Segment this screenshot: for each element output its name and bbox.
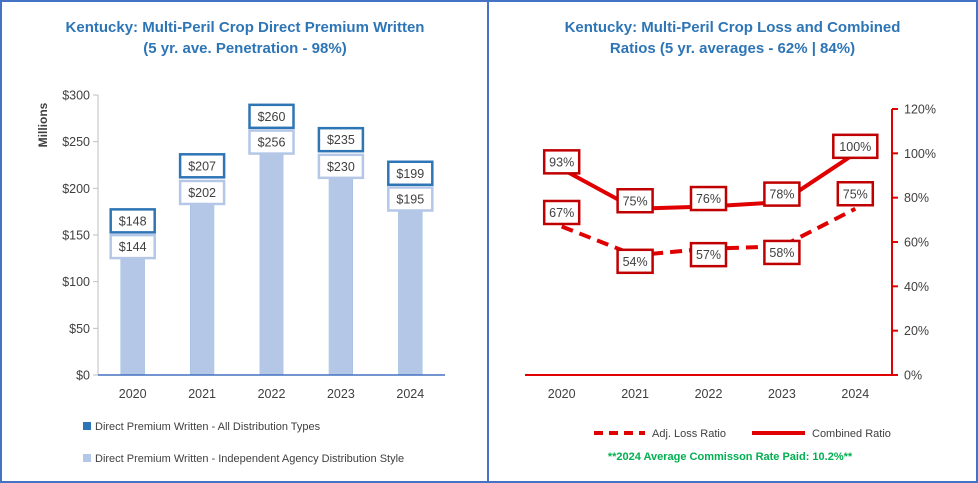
bar-agency-data-label-box: [178, 179, 226, 206]
left-x-tick-label: 2024: [396, 387, 424, 401]
combined-ratio-data-label: 75%: [623, 194, 648, 208]
adj-loss-ratio-data-label-box: [689, 241, 728, 268]
left-chart-title-line2: (5 yr. ave. Penetration - 98%): [143, 40, 347, 57]
right-y-tick-label: 60%: [904, 236, 929, 250]
combined-ratio-data-label-box: [542, 149, 581, 175]
legend-all-distribution-swatch: [83, 422, 91, 430]
combined-ratio-data-label: 76%: [696, 192, 721, 206]
adj-loss-ratio-data-label: 54%: [623, 255, 648, 269]
combined-ratio-data-label: 100%: [839, 140, 871, 154]
bar-agency-data-label-box: [248, 129, 295, 155]
adj-loss-ratio-data-label-box: [616, 248, 654, 275]
left-x-tick-label: 2023: [327, 387, 355, 401]
left-y-tick-label: $50: [69, 322, 90, 336]
legend-independent-agency-swatch: [83, 454, 91, 462]
left-y-tick-label: $300: [62, 89, 90, 103]
bar-all-data-label-box: [387, 160, 434, 187]
legend-combined-ratio-label: Combined Ratio: [812, 428, 891, 440]
bar-all-data-label-box: [109, 208, 156, 234]
legend-all-distribution-label: Direct Premium Written - All Distributio…: [95, 421, 321, 433]
right-y-tick-label: 80%: [904, 191, 929, 205]
left-y-tick-label: $150: [62, 229, 90, 243]
left-y-tick-label: $200: [62, 182, 90, 196]
left-chart-title: Kentucky: Multi-Peril Crop Direct Premiu…: [20, 17, 470, 59]
right-chart-title-line2: Ratios (5 yr. averages - 62% | 84%): [609, 40, 856, 57]
bar-all-data-label-box: [178, 153, 226, 179]
left-x-tick-label: 2020: [119, 387, 147, 401]
left-x-tick-label: 2021: [188, 387, 216, 401]
bar-agency-data-label-box: [317, 153, 365, 180]
bar-agency-data-label: $202: [188, 186, 216, 200]
bar-all-data-label: $199: [396, 167, 424, 181]
bar-all-data-label-box: [317, 126, 365, 153]
bar-independent-agency: [259, 136, 284, 375]
right-x-tick-label: 2020: [548, 387, 576, 401]
adj-loss-ratio-data-label: 58%: [769, 246, 794, 260]
combined-ratio-data-label-box: [689, 185, 728, 212]
bar-independent-agency: [120, 240, 145, 375]
right-x-tick-label: 2023: [768, 387, 796, 401]
left-y-tick-label: $100: [62, 275, 90, 289]
right-y-tick-label: 40%: [904, 280, 929, 294]
right-y-tick-label: 120%: [904, 103, 936, 117]
right-y-tick-label: 100%: [904, 147, 936, 161]
combined-ratio-data-label-box: [763, 181, 801, 207]
left-chart-title-line1: Kentucky: Multi-Peril Crop Direct Premiu…: [65, 19, 425, 36]
adj-loss-ratio-data-label-box: [542, 199, 581, 226]
left-y-axis-title: Millions: [36, 102, 50, 147]
legend-adj-loss-ratio-label: Adj. Loss Ratio: [652, 428, 726, 440]
bar-all-data-label: $207: [188, 159, 216, 173]
bar-agency-data-label-box: [387, 186, 434, 212]
bar-all-data-label: $148: [119, 214, 147, 228]
adj-loss-ratio-data-label-box: [763, 239, 801, 266]
adj-loss-ratio-data-label-box: [836, 181, 875, 207]
combined-ratio-data-label-box: [616, 188, 654, 214]
left-y-tick-label: $0: [76, 369, 90, 383]
legend-independent-agency-label: Direct Premium Written - Independent Age…: [95, 453, 404, 465]
adj-loss-ratio-data-label: 67%: [549, 206, 574, 220]
bar-independent-agency: [328, 160, 353, 375]
right-x-tick-label: 2024: [841, 387, 869, 401]
left-x-tick-label: 2022: [258, 387, 286, 401]
right-x-tick-label: 2021: [621, 387, 649, 401]
bar-all-data-label: $260: [258, 110, 286, 124]
combined-ratio-data-label: 93%: [549, 155, 574, 169]
right-y-tick-label: 20%: [904, 324, 929, 338]
bar-agency-data-label-box: [109, 233, 156, 260]
right-y-tick-label: 0%: [904, 369, 922, 383]
bar-independent-agency: [398, 193, 423, 375]
bar-all-data-label-box: [248, 103, 295, 130]
right-chart-title-line1: Kentucky: Multi-Peril Crop Loss and Comb…: [564, 19, 901, 36]
combined-ratio-data-label: 78%: [769, 188, 794, 202]
bar-independent-agency: [190, 186, 215, 375]
adj-loss-ratio-data-label: 75%: [843, 187, 868, 201]
bar-agency-data-label: $256: [258, 136, 286, 150]
right-x-tick-label: 2022: [695, 387, 723, 401]
adj-loss-ratio-data-label: 57%: [696, 248, 721, 262]
panel-divider: [487, 0, 489, 483]
right-chart-title: Kentucky: Multi-Peril Crop Loss and Comb…: [505, 17, 960, 59]
combined-ratio-data-label-box: [832, 133, 879, 160]
bar-agency-data-label: $144: [119, 240, 147, 254]
commission-footnote: **2024 Average Commisson Rate Paid: 10.2…: [607, 451, 853, 463]
bar-agency-data-label: $195: [396, 193, 424, 207]
bar-agency-data-label: $230: [327, 160, 355, 174]
bar-all-data-label: $235: [327, 133, 355, 147]
left-y-tick-label: $250: [62, 135, 90, 149]
